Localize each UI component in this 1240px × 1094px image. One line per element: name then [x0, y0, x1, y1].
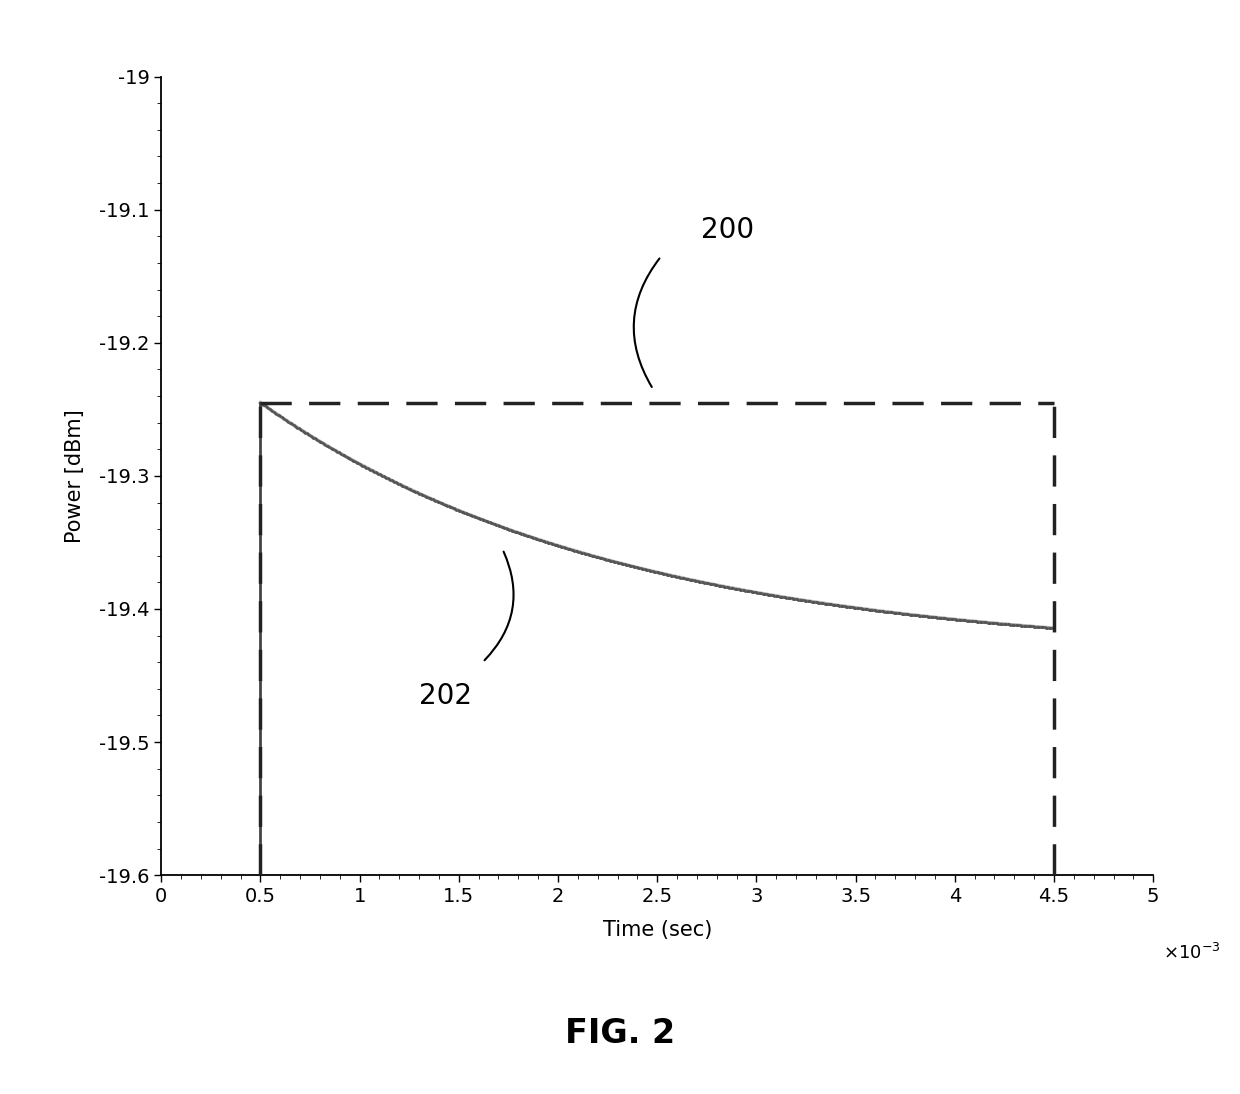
- Y-axis label: Power [dBm]: Power [dBm]: [64, 409, 84, 543]
- Text: $\times10^{-3}$: $\times10^{-3}$: [1163, 943, 1221, 963]
- X-axis label: Time (sec): Time (sec): [603, 920, 712, 940]
- Text: FIG. 2: FIG. 2: [565, 1017, 675, 1050]
- Text: 200: 200: [701, 216, 754, 244]
- Text: 202: 202: [419, 682, 472, 710]
